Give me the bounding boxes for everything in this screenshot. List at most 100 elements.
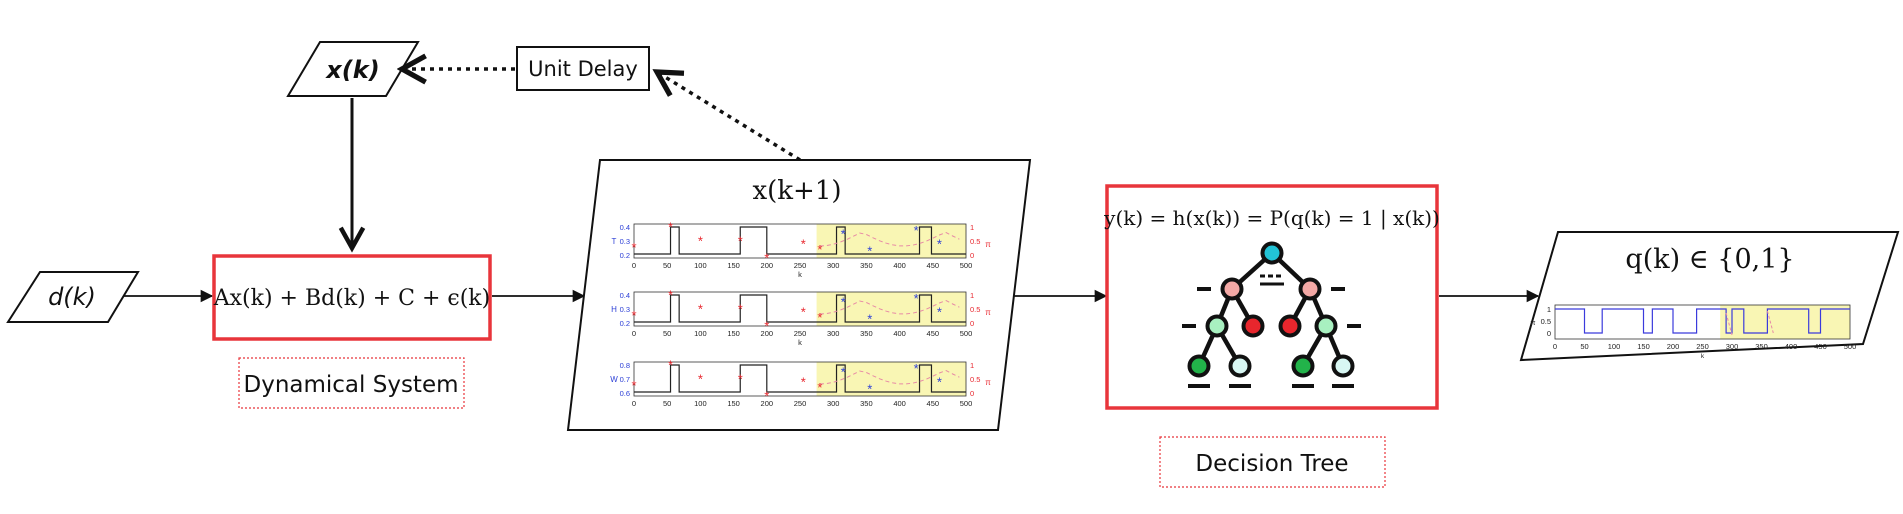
plot-x-tick-label: 300 xyxy=(827,261,840,270)
plot-x-tick-label: 500 xyxy=(960,261,973,270)
plot-x-tick-label: 400 xyxy=(893,261,906,270)
output-x-axis-label: k xyxy=(1701,353,1705,360)
plot-y-axis-label: T xyxy=(612,237,617,246)
output-x-tick-label: 350 xyxy=(1755,342,1768,351)
plot-x-tick-label: 450 xyxy=(927,399,940,408)
plot-frame xyxy=(633,361,967,397)
plot-x-tick-label: 150 xyxy=(727,399,740,408)
dynamical-system-equation: Ax(k) + Bd(k) + C + ϵ(k) xyxy=(213,286,490,311)
plot-x-tick-label: 250 xyxy=(794,329,807,338)
plot-right-tick-label: 0.5 xyxy=(970,375,980,384)
plot-marker-red: * xyxy=(817,242,822,257)
plot-y-tick-label: 0.6 xyxy=(620,389,630,398)
dynamical-system-caption-box xyxy=(238,357,465,409)
tree-node-l2 xyxy=(1205,314,1229,338)
plot-x-tick-label: 50 xyxy=(663,329,671,338)
plot-x-tick-label: 100 xyxy=(694,329,707,338)
plot-marker-red: * xyxy=(668,358,673,373)
plot-y-tick-label: 0.4 xyxy=(620,291,630,300)
output-title: q(k) ∈ {0,1} xyxy=(1625,244,1794,275)
output-step-series xyxy=(1555,308,1850,334)
plot-y-tick-label: 0.7 xyxy=(620,375,630,384)
plot-marker-red: * xyxy=(738,371,743,386)
state-plot-3: * * * * * * * * * * * W0.6 0.7 0.8 0 0.5 1 π 0 50 100 150 200 2… xyxy=(610,358,991,408)
output-probability-curve xyxy=(1725,310,1774,336)
plot-x-tick-label: 450 xyxy=(927,329,940,338)
plot-right-tick-label: 1 xyxy=(970,361,974,370)
plot-step-series xyxy=(634,294,966,323)
output-x-tick-label: 150 xyxy=(1637,342,1650,351)
unit-delay-box xyxy=(516,46,650,91)
tree-node-l3b xyxy=(1228,354,1252,378)
plot-right-tick-label: 1 xyxy=(970,291,974,300)
plot-marker-red: * xyxy=(764,318,769,333)
output-x-tick-label: 500 xyxy=(1844,342,1857,351)
plot-marker-red: * xyxy=(668,220,673,235)
plot-marker-red: * xyxy=(801,237,806,252)
state-plot-2: * * * * * * * * * * * H0.2 0.3 0.4 0 0.5 1 π 0 50 100 150 200 2… xyxy=(611,288,991,347)
output-x-tick-label: 100 xyxy=(1608,342,1621,351)
plot-x-tick-label: 500 xyxy=(960,399,973,408)
unit-delay-block: Unit Delay xyxy=(516,46,650,91)
plot-marker-blue: * xyxy=(841,295,846,310)
tree-node-r2b xyxy=(1314,314,1338,338)
plot-marker-blue: * xyxy=(914,291,919,306)
dynamical-system-caption-text: Dynamical System xyxy=(244,372,459,398)
output-x-tick-label: 400 xyxy=(1785,342,1798,351)
plot-probability-curve xyxy=(819,231,960,247)
plot-x-tick-label: 200 xyxy=(761,399,774,408)
plot-y-tick-label: 0.4 xyxy=(620,223,630,232)
plot-x-tick-label: 0 xyxy=(632,261,636,270)
plot-marker-blue: * xyxy=(937,305,942,320)
output-plot-frame xyxy=(1554,304,1851,340)
output-shaded-region xyxy=(1720,305,1850,339)
tree-node-r3 xyxy=(1291,354,1315,378)
tree-node-root xyxy=(1260,241,1284,265)
disturbance-input: d(k) xyxy=(6,271,140,323)
plot-frame xyxy=(633,223,967,259)
plot-marker-red: * xyxy=(764,250,769,265)
plot-x-tick-label: 100 xyxy=(694,261,707,270)
dynamical-system-caption: Dynamical System xyxy=(238,357,465,409)
plot-marker-red: * xyxy=(631,240,636,255)
plot-marker-blue: * xyxy=(914,223,919,238)
plot-right-axis-label: π xyxy=(985,308,991,317)
tree-node-l2b xyxy=(1241,314,1265,338)
plot-marker-blue: * xyxy=(937,375,942,390)
plot-x-tick-label: 300 xyxy=(827,399,840,408)
plot-x-tick-label: 200 xyxy=(761,261,774,270)
plot-marker-red: * xyxy=(764,388,769,403)
output-x-tick-label: 200 xyxy=(1667,342,1680,351)
plot-x-tick-label: 100 xyxy=(694,399,707,408)
plot-y-tick-label: 0.3 xyxy=(620,305,630,314)
plot-right-tick-label: 0 xyxy=(970,389,974,398)
plot-marker-blue: * xyxy=(841,365,846,380)
output-y-tick-label: 0.5 xyxy=(1541,317,1551,326)
plot-y-axis-label: H xyxy=(611,305,617,314)
plot-marker-blue: * xyxy=(867,312,872,327)
decision-tree-caption-box xyxy=(1159,436,1386,488)
plot-marker-blue: * xyxy=(937,237,942,252)
plot-right-tick-label: 0.5 xyxy=(970,237,980,246)
plot-marker-blue: * xyxy=(867,382,872,397)
plot-x-tick-label: 0 xyxy=(632,329,636,338)
output-x-tick-label: 450 xyxy=(1814,342,1827,351)
plot-marker-red: * xyxy=(817,380,822,395)
dynamical-system-box xyxy=(212,254,492,341)
plot-marker-red: * xyxy=(817,310,822,325)
decision-tree-equation: y(k) = h(x(k)) = P(q(k) = 1 | x(k)) xyxy=(1103,206,1440,231)
plot-x-tick-label: 50 xyxy=(663,399,671,408)
plot-x-tick-label: 500 xyxy=(960,329,973,338)
plot-x-axis-label: k xyxy=(798,338,802,347)
dynamical-system-block: Ax(k) + Bd(k) + C + ϵ(k) xyxy=(212,254,492,341)
plot-marker-blue: * xyxy=(841,227,846,242)
plot-marker-red: * xyxy=(698,371,703,386)
output-y-axis-label: π xyxy=(1530,318,1535,327)
tree-node-r2 xyxy=(1278,314,1302,338)
plot-y-axis-label: W xyxy=(610,375,618,384)
plot-right-tick-label: 0.5 xyxy=(970,305,980,314)
plot-x-tick-label: 350 xyxy=(860,399,873,408)
plot-marker-red: * xyxy=(631,378,636,393)
